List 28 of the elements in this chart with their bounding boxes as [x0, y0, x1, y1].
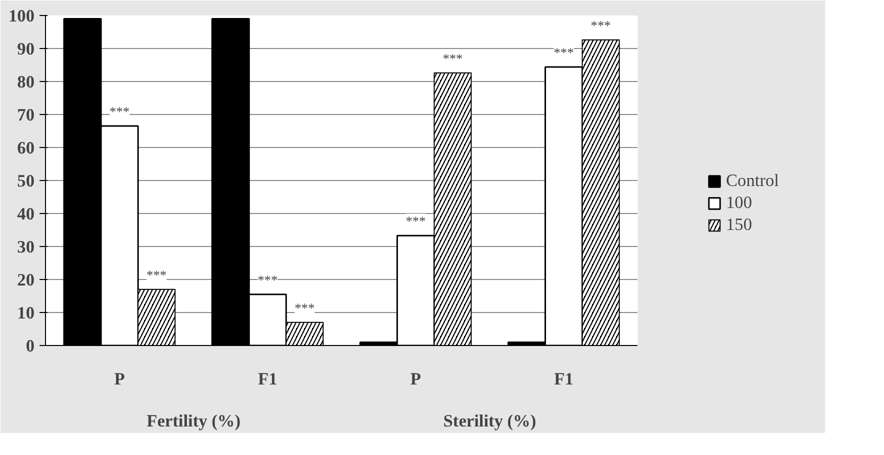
legend-label: 150	[726, 215, 752, 235]
text: Fertility (%)	[146, 412, 241, 430]
y-tick-label: 30	[17, 238, 34, 256]
y-tick-label: 0	[26, 336, 35, 356]
x-tick-label: F1	[554, 370, 574, 388]
y-tick-label: 20	[17, 270, 34, 290]
legend-label: Control	[726, 171, 779, 191]
text: Sterility (%)	[443, 412, 536, 430]
y-tick-label: 70	[17, 106, 34, 124]
data-label: ***	[258, 272, 278, 288]
y-tick-label: 100	[8, 6, 35, 26]
x-tick-label: P	[114, 370, 126, 388]
data-label: ***	[146, 267, 167, 282]
y-tick-label: 50	[17, 172, 34, 190]
y-tick-label: 10	[17, 304, 34, 322]
data-label: ***	[554, 44, 574, 60]
legend-label: 100	[726, 193, 752, 213]
y-tick-label: 90	[17, 40, 34, 58]
y-tick-label: 80	[17, 72, 34, 92]
y-tick-label: 60	[17, 138, 34, 158]
data-label: ***	[110, 104, 130, 120]
y-tick-label: 40	[17, 204, 34, 224]
data-label: ***	[294, 300, 315, 316]
x-tick-label: F1	[258, 370, 278, 388]
data-label: ***	[406, 214, 426, 229]
data-label: ***	[590, 18, 612, 33]
data-label: ***	[442, 50, 464, 66]
x-tick-label: P	[410, 370, 422, 388]
